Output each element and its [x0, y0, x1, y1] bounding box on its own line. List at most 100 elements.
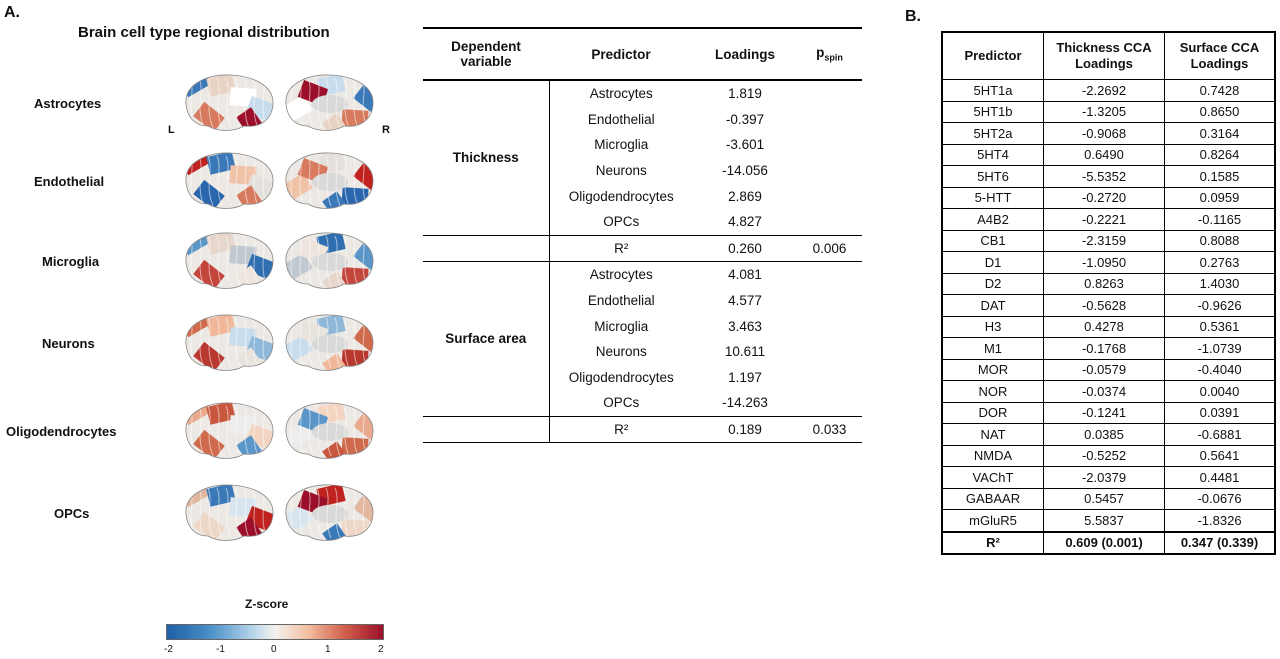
table-row: NMDA -0.5252 0.5641: [941, 444, 1276, 467]
colorbar-tick: 1: [325, 644, 331, 655]
table-row: M1 -0.1768 -1.0739: [941, 337, 1276, 360]
surface-loading-cell: -0.4040: [1164, 358, 1276, 381]
thickness-loading-cell: -0.5252: [1043, 444, 1165, 467]
lateral-brain-surface: [185, 74, 274, 131]
thickness-loading-cell: 0.6490: [1043, 143, 1165, 166]
colorbar-tick: -1: [216, 644, 225, 655]
table-row: 5-HTT -0.2720 0.0959: [941, 186, 1276, 209]
thickness-loading-cell: 5.5837: [1043, 509, 1165, 532]
r2-value: 0.189: [693, 415, 797, 444]
predictor-cell: OPCs: [603, 214, 640, 230]
loading-cell: 4.827: [728, 214, 762, 230]
loading-cell: 4.081: [728, 267, 762, 283]
surface-loading-cell: 0.8650: [1164, 100, 1276, 123]
loading-cell: -14.056: [722, 163, 768, 179]
table-row: GABAAR 0.5457 -0.0676: [941, 487, 1276, 510]
surface-loading-cell: -0.6881: [1164, 423, 1276, 446]
thickness-loading-cell: 0.8263: [1043, 272, 1165, 295]
surface-loading-cell: 0.8264: [1164, 143, 1276, 166]
thickness-loading-cell: -2.3159: [1043, 229, 1165, 252]
thickness-label: Thickness: [423, 80, 550, 236]
receptor-cell: MOR: [941, 358, 1044, 381]
surface-loading-cell: -1.0739: [1164, 337, 1276, 360]
receptor-cell: H3: [941, 315, 1044, 338]
table-row: 5HT2a -0.9068 0.3164: [941, 122, 1276, 145]
predictor-cell: Oligodendrocytes: [568, 369, 674, 385]
predictor-cell: Neurons: [595, 163, 647, 179]
table-row: D1 -1.0950 0.2763: [941, 251, 1276, 274]
r2-label: R²: [549, 415, 693, 444]
cell-type-loadings-table: Dependent variable Predictor Loadings ps…: [423, 27, 862, 444]
predictor-cell: Oligodendrocytes: [568, 188, 674, 204]
panel-b-label: B.: [905, 8, 921, 25]
table-row: H3 0.4278 0.5361: [941, 315, 1276, 338]
r2-row: R² 0.609 (0.001) 0.347 (0.339): [941, 530, 1276, 555]
medial-brain-surface: [285, 402, 374, 459]
thickness-loading-cell: -0.9068: [1043, 122, 1165, 145]
receptor-cca-table: Predictor Thickness CCA Loadings Surface…: [941, 31, 1276, 555]
surface-loading-cell: 0.0391: [1164, 401, 1276, 424]
loading-cell: 1.197: [728, 369, 762, 385]
thickness-loading-cell: -0.2720: [1043, 186, 1165, 209]
header-surface-cca: Surface CCA Loadings: [1164, 31, 1276, 80]
medial-brain-surface: [285, 74, 374, 131]
thickness-loading-cell: -1.3205: [1043, 100, 1165, 123]
brain-row-label: Endothelial: [34, 174, 105, 189]
surface-loading-cell: -0.9626: [1164, 294, 1276, 317]
thickness-loading-cell: -0.0579: [1043, 358, 1165, 381]
surface-loading-cell: -0.1165: [1164, 208, 1276, 231]
lateral-brain-surface: [185, 232, 274, 289]
surface-loading-cell: 0.5361: [1164, 315, 1276, 338]
lateral-brain-surface: [185, 152, 274, 209]
r2-surface: 0.347 (0.339): [1164, 530, 1276, 555]
table-row: D2 0.8263 1.4030: [941, 272, 1276, 295]
surface-loading-cell: 0.5641: [1164, 444, 1276, 467]
table-row: 5HT4 0.6490 0.8264: [941, 143, 1276, 166]
receptor-cell: 5HT6: [941, 165, 1044, 188]
predictor-cell: OPCs: [603, 395, 640, 411]
table-row: 5HT1a -2.2692 0.7428: [941, 79, 1276, 102]
table-row: mGluR5 5.5837 -1.8326: [941, 509, 1276, 532]
loading-cell: 3.463: [728, 318, 762, 334]
thickness-loading-cell: 0.5457: [1043, 487, 1165, 510]
zscore-colorbar: [166, 624, 384, 640]
receptor-cell: D1: [941, 251, 1044, 274]
receptor-cell: NAT: [941, 423, 1044, 446]
left-hemisphere-label: L: [168, 124, 175, 136]
surface-loading-cell: 0.4481: [1164, 466, 1276, 489]
receptor-cell: GABAAR: [941, 487, 1044, 510]
thickness-loading-cell: -2.0379: [1043, 466, 1165, 489]
table-row: CB1 -2.3159 0.8088: [941, 229, 1276, 252]
loading-cell: 1.819: [728, 86, 762, 102]
surface-loading-cell: 0.0959: [1164, 186, 1276, 209]
colorbar-title: Z-score: [245, 597, 289, 611]
right-hemisphere-label: R: [382, 124, 390, 136]
header-p-spin: pspin: [797, 27, 862, 81]
table-row: MOR -0.0579 -0.4040: [941, 358, 1276, 381]
loading-cell: 2.869: [728, 188, 762, 204]
thickness-loading-cell: -0.1241: [1043, 401, 1165, 424]
table-row: DOR -0.1241 0.0391: [941, 401, 1276, 424]
receptor-cell: 5HT1b: [941, 100, 1044, 123]
predictor-cell: Astrocytes: [589, 267, 653, 283]
table-row: 5HT6 -5.5352 0.1585: [941, 165, 1276, 188]
thickness-loading-cell: 0.0385: [1043, 423, 1165, 446]
brain-row-label: Microglia: [42, 254, 100, 269]
receptor-cell: A4B2: [941, 208, 1044, 231]
predictor-cell: Astrocytes: [589, 86, 653, 102]
panel-a-label: A.: [4, 4, 20, 21]
loading-cell: -3.601: [725, 137, 765, 153]
header-dependent-variable: Dependent variable: [423, 27, 549, 81]
receptor-cell: DOR: [941, 401, 1044, 424]
surface-loading-cell: 0.3164: [1164, 122, 1276, 145]
surface-loading-cell: 0.2763: [1164, 251, 1276, 274]
loading-cell: 10.611: [724, 344, 766, 360]
receptor-cell: mGluR5: [941, 509, 1044, 532]
receptor-cell: CB1: [941, 229, 1044, 252]
table-row: NOR -0.0374 0.0040: [941, 380, 1276, 403]
thickness-loading-cell: -0.2221: [1043, 208, 1165, 231]
brain-row-label: Neurons: [42, 336, 95, 351]
thickness-loading-cell: 0.4278: [1043, 315, 1165, 338]
table-row: VAChT -2.0379 0.4481: [941, 466, 1276, 489]
predictor-cell: Endothelial: [587, 293, 655, 309]
